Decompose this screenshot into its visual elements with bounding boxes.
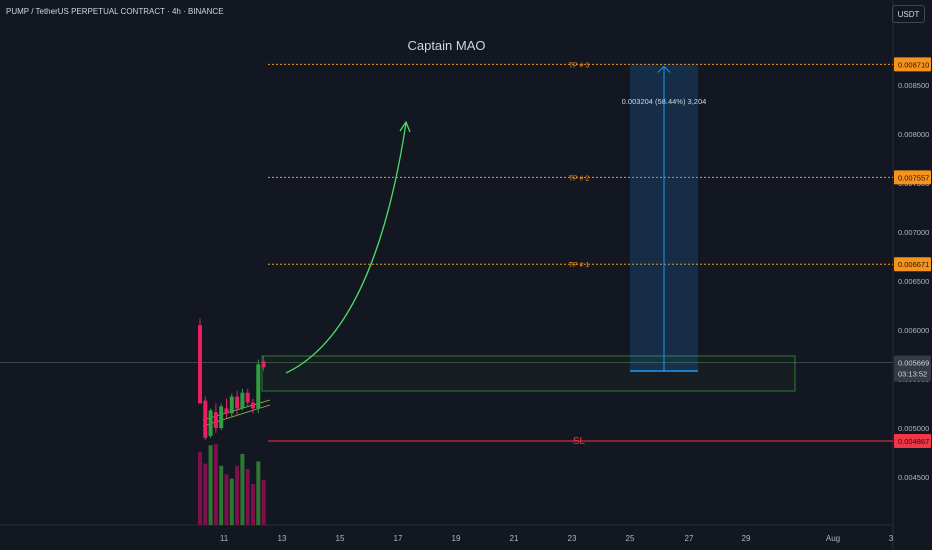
volume-bar bbox=[245, 469, 250, 525]
candle-body bbox=[208, 410, 213, 436]
candle-body bbox=[219, 406, 224, 428]
price-tag-label: 0.008710 bbox=[898, 60, 929, 69]
candle-body bbox=[240, 392, 245, 409]
candle-body bbox=[256, 364, 261, 409]
candle-body bbox=[261, 361, 266, 368]
price-tick-label: 0.004500 bbox=[898, 473, 929, 482]
candle-body bbox=[213, 412, 218, 428]
time-tick-label: Aug bbox=[826, 534, 840, 543]
time-tick-label: 17 bbox=[394, 534, 403, 543]
volume-bar bbox=[229, 478, 234, 525]
volume-bar bbox=[208, 445, 213, 525]
price-tag-label: 0.007557 bbox=[898, 173, 929, 182]
candle-body bbox=[229, 396, 234, 414]
measure-label: 0.003204 (58.44%) 3,204 bbox=[622, 97, 707, 106]
measure-arrow-head bbox=[657, 65, 671, 73]
stop-loss-label: SL bbox=[573, 436, 586, 447]
time-tick-label: 25 bbox=[626, 534, 635, 543]
take-profit-label: TP # 3 bbox=[569, 62, 590, 69]
price-tick-label: 0.005000 bbox=[898, 424, 929, 433]
price-tick-label: 0.008500 bbox=[898, 81, 929, 90]
price-tag bbox=[894, 57, 931, 72]
currency-button[interactable]: USDT bbox=[892, 5, 925, 23]
volume-bar bbox=[240, 453, 245, 525]
volume-bar bbox=[235, 465, 240, 525]
time-tick-label: 11 bbox=[220, 534, 229, 543]
entry-zone-box bbox=[261, 355, 796, 392]
price-tag bbox=[894, 434, 931, 449]
volume-bar bbox=[261, 479, 266, 525]
price-tag bbox=[894, 170, 931, 185]
price-tag-label: 0.004867 bbox=[898, 437, 929, 446]
take-profit-label: TP # 2 bbox=[569, 175, 590, 182]
time-tick-label: 21 bbox=[510, 534, 519, 543]
candle-body bbox=[245, 392, 250, 403]
candle-body bbox=[198, 325, 202, 404]
volume-bar bbox=[251, 484, 255, 525]
time-tick-label: 29 bbox=[742, 534, 751, 543]
time-tick-label: 19 bbox=[452, 534, 461, 543]
candle-body bbox=[251, 402, 255, 409]
price-tick-label: 0.007000 bbox=[898, 228, 929, 237]
volume-bar bbox=[203, 463, 208, 525]
price-tick-label: 0.006000 bbox=[898, 326, 929, 335]
projection-arrow-head bbox=[399, 120, 411, 133]
current-price-value: 0.005669 bbox=[898, 358, 929, 367]
time-tick-label: 15 bbox=[336, 534, 345, 543]
time-tick-label: 23 bbox=[568, 534, 577, 543]
volume-bar bbox=[198, 451, 202, 525]
volume-bar bbox=[219, 465, 224, 525]
projection-arrow bbox=[285, 122, 407, 374]
countdown-timer: 03:13:52 bbox=[898, 369, 927, 378]
symbol-title: PUMP / TetherUS PERPETUAL CONTRACT · 4h … bbox=[6, 7, 224, 16]
price-tick-label: 0.006500 bbox=[898, 277, 929, 286]
candle-body bbox=[203, 400, 208, 438]
time-tick-label: 27 bbox=[685, 534, 694, 543]
price-tag-label: 0.006671 bbox=[898, 260, 929, 269]
price-tag bbox=[894, 257, 931, 272]
take-profit-label: TP # 1 bbox=[569, 262, 590, 269]
time-tick-label: 13 bbox=[278, 534, 287, 543]
volume-bar bbox=[256, 461, 261, 525]
chart-watermark: Captain MAO bbox=[407, 38, 486, 53]
price-tick-label: 0.008000 bbox=[898, 130, 929, 139]
current-price-tag bbox=[894, 355, 931, 382]
volume-bar bbox=[224, 474, 229, 525]
time-tick-label: 3 bbox=[889, 534, 894, 543]
candle-body bbox=[224, 408, 229, 414]
candle-body bbox=[235, 396, 240, 409]
volume-bar bbox=[213, 444, 218, 525]
